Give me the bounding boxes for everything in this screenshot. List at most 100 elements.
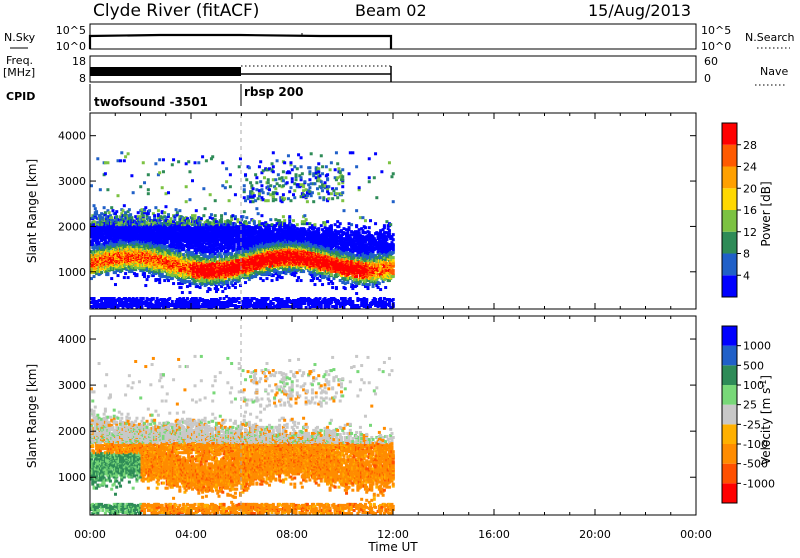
power-echo-cell	[148, 209, 151, 212]
power-echo-cell	[130, 174, 133, 177]
power-echo-cell	[106, 161, 109, 164]
cpid-program-1: twofsound -3501	[94, 95, 208, 109]
power-echo-cell	[175, 208, 178, 211]
nsky-tick-top: 10^5	[56, 24, 86, 37]
power-echo-cell	[221, 290, 224, 293]
power-echo-cell	[94, 207, 97, 210]
power-echo-cell	[186, 297, 189, 300]
power-echo-cell	[195, 209, 198, 212]
power-echo-cell	[143, 181, 146, 184]
power-echo-cell	[167, 213, 170, 216]
nsearch-label: N.Search	[745, 31, 795, 44]
power-echo-cell	[147, 173, 150, 176]
power-echo-cell	[177, 160, 180, 163]
power-echo-cell	[178, 209, 181, 212]
power-echo-cell	[142, 297, 145, 300]
power-echo-cell	[117, 274, 120, 277]
power-echo-cell	[224, 212, 227, 215]
power-echo-cell	[238, 301, 241, 304]
power-echo-cell	[214, 214, 217, 217]
power-echo-cell	[158, 171, 161, 174]
power-echo-cell	[123, 159, 126, 162]
power-echo-cell	[154, 162, 157, 165]
power-echo-cell	[124, 155, 127, 158]
power-echo-cell	[250, 184, 253, 187]
power-echo-cell	[139, 185, 142, 188]
power-data-cells	[90, 151, 395, 309]
power-echo-cell	[162, 158, 165, 161]
freq-tick-bottom: 8	[79, 72, 86, 85]
power-echo-cell	[187, 219, 190, 222]
power-echo-cell	[93, 275, 96, 278]
power-echo-cell	[163, 211, 166, 214]
power-echo-cell	[228, 286, 231, 289]
nsky-trace	[90, 35, 391, 49]
power-echo-cell	[243, 184, 246, 187]
power-echo-cell	[157, 209, 160, 212]
power-echo-cell	[228, 278, 231, 281]
nsky-tick-bottom: 10^0	[56, 40, 86, 53]
power-echo-cell	[143, 275, 146, 278]
power-echo-cell	[234, 286, 237, 289]
power-echo-cell	[224, 287, 227, 290]
power-echo-cell	[185, 185, 188, 188]
power-echo-cell	[158, 278, 161, 281]
power-echo-cell	[239, 284, 242, 287]
nsky-strip: N.Sky 10^5 10^0 10^5 10^0 N.Search	[4, 24, 795, 53]
beam-title: Beam 02	[355, 1, 427, 20]
power-echo-cell	[238, 297, 241, 300]
power-echo-cell	[191, 179, 194, 182]
power-echo-cell	[244, 281, 247, 284]
power-echo-cell	[115, 215, 118, 218]
power-echo-cell	[243, 196, 246, 199]
power-echo-cell	[243, 188, 246, 191]
power-echo-cell	[146, 278, 149, 281]
power-echo-cell	[168, 297, 171, 300]
power-echo-cell	[148, 216, 151, 219]
freq-strip: Freq. [MHz] 18 8 60 0 Nave	[3, 54, 788, 85]
power-echo-cell	[221, 161, 224, 164]
power-echo-cell	[219, 297, 222, 300]
power-echo-cell	[239, 157, 242, 160]
power-echo-cell	[204, 207, 207, 210]
power-echo-cell	[185, 200, 188, 203]
power-echo-cell	[219, 252, 222, 255]
power-echo-cell	[205, 159, 208, 162]
power-echo-cell	[245, 216, 248, 219]
power-echo-cell	[226, 281, 229, 284]
nave-tick-bottom: 0	[704, 72, 711, 85]
power-echo-cell	[236, 218, 239, 221]
freq-block-twofsound	[90, 67, 241, 76]
power-echo-cell	[96, 157, 99, 160]
power-echo-cell	[110, 216, 113, 219]
power-echo-cell	[197, 161, 200, 164]
power-echo-cell	[248, 221, 251, 224]
power-echo-cell	[142, 214, 145, 217]
power-echo-cell	[181, 291, 184, 294]
power-echo-cell	[93, 297, 96, 300]
nave-label: Nave	[760, 65, 788, 78]
power-echo-cell	[194, 161, 197, 164]
power-echo-cell	[188, 170, 191, 173]
freq-label-2: [MHz]	[3, 66, 35, 79]
power-echo-cell	[248, 166, 251, 169]
power-echo-cell	[229, 185, 232, 188]
power-echo-cell	[143, 272, 146, 275]
power-echo-cell	[242, 215, 245, 218]
nsky-frame	[90, 24, 696, 49]
power-echo-cell	[111, 209, 114, 212]
power-echo-cell	[162, 170, 165, 173]
power-echo-cell	[130, 216, 133, 219]
power-echo-cell	[99, 188, 102, 191]
power-echo-cell	[93, 204, 96, 207]
power-echo-cell	[243, 210, 246, 213]
power-echo-cell	[252, 187, 255, 190]
power-echo-cell	[188, 291, 191, 294]
power-echo-cell	[161, 186, 164, 189]
power-echo-cell	[220, 255, 223, 258]
power-echo-cell	[110, 206, 113, 209]
power-echo-cell	[216, 288, 219, 291]
power-echo-cell	[199, 286, 202, 289]
power-echo-cell	[128, 208, 131, 211]
cpid-program-2: rbsp 200	[244, 85, 303, 99]
